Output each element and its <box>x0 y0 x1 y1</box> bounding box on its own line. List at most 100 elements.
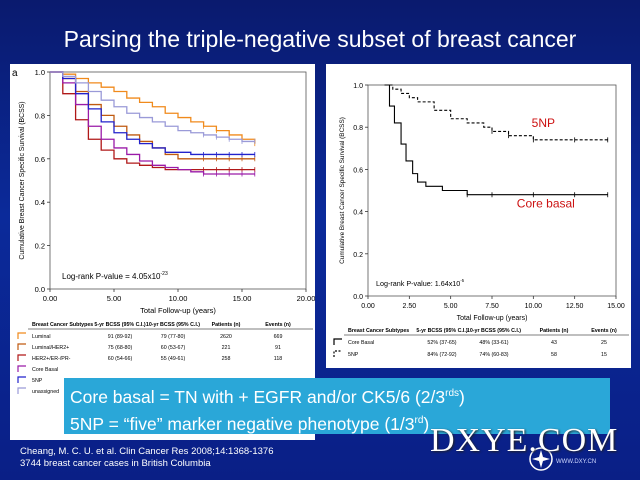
legend-swatch <box>17 343 26 350</box>
y-tick-label: 1.0 <box>35 68 45 77</box>
table-cell: 5NP <box>348 352 359 358</box>
y-tick-label: 0.2 <box>35 242 45 251</box>
table-header: Patients (n) <box>540 328 569 334</box>
legend-swatch <box>17 376 26 383</box>
x-tick-label: 5.00 <box>444 303 458 310</box>
x-tick-label: 20.00 <box>297 294 315 303</box>
panel-letter: a <box>12 68 18 79</box>
table-cell: 43 <box>551 340 557 346</box>
y-tick-label: 0.4 <box>353 210 363 217</box>
y-tick-label: 0.0 <box>353 294 363 301</box>
table-cell: 60 (54-66) <box>108 356 133 362</box>
table-cell: 5NP <box>32 378 43 384</box>
table-cell: 84% (72-92) <box>427 352 456 358</box>
x-axis-label: Total Follow-up (years) <box>140 306 216 315</box>
slide-title: Parsing the triple-negative subset of br… <box>63 26 577 52</box>
x-tick-label: 0.00 <box>361 303 375 310</box>
y-tick-label: 0.8 <box>35 111 45 120</box>
table-cell: 258 <box>222 356 231 362</box>
table-cell: 25 <box>601 340 607 346</box>
x-tick-label: 7.50 <box>485 303 499 310</box>
table-cell: 2620 <box>220 334 232 340</box>
series-line-5np <box>50 71 255 156</box>
table-cell: 91 (89-92) <box>108 334 133 340</box>
legend-swatch <box>17 365 26 372</box>
legend-swatch <box>17 332 26 339</box>
chart-panel-right: 0.00 2.50 5.00 7.50 10.00 12.50 15.00 0.0 0.2 0.4… <box>326 64 631 368</box>
callout-line-1: Core basal = TN with + EGFR and/or CK5/6… <box>70 386 465 407</box>
table-header: Patients (n) <box>212 322 241 328</box>
table-cell: Core Basal <box>32 367 58 373</box>
table-header: 5-yr BCSS (95% C.I.) <box>416 328 467 334</box>
y-tick-label: 0.6 <box>35 155 45 164</box>
x-tick-label: 10.00 <box>169 294 188 303</box>
table-cell: 79 (77-80) <box>161 334 186 340</box>
table-cell: Luminal/HER2+ <box>32 345 69 351</box>
table-header: 10-yr BCSS (95% C.I.) <box>146 322 200 328</box>
table-cell: 60 (53-67) <box>161 345 186 351</box>
table-header: Events (n) <box>265 322 291 328</box>
series-line-her2-er-pr- <box>50 71 255 171</box>
series-line-luminal-her2- <box>50 71 255 160</box>
chart-panel-left: a 0.00 5.00 10.00 15.00 20.00 0.0 0.2 0.4 0.6 0.8 1… <box>10 64 315 440</box>
watermark-text: DXYE.COM <box>430 422 619 459</box>
table-cell: 58 <box>551 352 557 358</box>
y-tick-label: 0.6 <box>353 167 363 174</box>
y-tick-label: 0.4 <box>35 198 45 207</box>
legend-swatch <box>333 338 342 345</box>
table-cell: 669 <box>274 334 283 340</box>
table-cell: 55 (49-61) <box>161 356 186 362</box>
x-tick-label: 0.00 <box>43 294 58 303</box>
table-header: 5-yr BCSS (95% C.I.) <box>94 322 145 328</box>
watermark-url: WWW.DXY.CN <box>556 459 597 465</box>
series-line-5np <box>384 84 608 141</box>
table-header: Breast Cancer Subtypes <box>348 328 409 334</box>
table-cell: Core Basal <box>348 340 374 346</box>
survival-chart-all-subtypes: a 0.00 5.00 10.00 15.00 20.00 0.0 0.2 0.4 0.6 0.8 1… <box>12 68 315 395</box>
y-tick-label: 0.8 <box>353 125 363 132</box>
table-cell: HER2+/ER-/PR- <box>32 356 71 362</box>
legend-swatch <box>333 350 342 357</box>
citation-line-1: Cheang, M. C. U. et al. Clin Cancer Res … <box>20 446 274 457</box>
series-label-core-basal: Core basal <box>517 196 575 210</box>
legend-swatch <box>17 387 26 394</box>
table-cell: 48% (33-61) <box>479 340 508 346</box>
p-value-exponent: -23 <box>161 271 168 277</box>
table-cell: 15 <box>601 352 607 358</box>
plot-frame <box>367 84 617 297</box>
x-tick-label: 10.00 <box>525 303 543 310</box>
watermark-logo-icon <box>529 447 553 471</box>
series-label-5np: 5NP <box>532 116 555 130</box>
table-cell: 221 <box>222 345 231 351</box>
table-header: 10-yr BCSS (95% C.I.) <box>467 328 521 334</box>
log-rank-p-value: Log-rank P-value: 1.64x10-5 <box>376 278 465 288</box>
x-tick-label: 5.00 <box>107 294 122 303</box>
citation-line-2: 3744 breast cancer cases in British Colu… <box>20 458 211 469</box>
table-cell: 74% (60-83) <box>479 352 508 358</box>
table-cell: 75 (68-80) <box>108 345 133 351</box>
table-cell: 118 <box>274 356 282 362</box>
y-axis-label: Cumulative Breast Cancer Specific Surviv… <box>339 117 346 264</box>
x-tick-label: 12.50 <box>566 303 584 310</box>
table-cell: unassigned <box>32 389 59 395</box>
table-cell: 91 <box>275 345 281 351</box>
table-header: Events (n) <box>591 328 617 334</box>
citation: Cheang, M. C. U. et al. Clin Cancer Res … <box>20 446 273 470</box>
table-header: Breast Cancer Subtypes <box>32 322 93 328</box>
y-tick-label: 0.0 <box>35 285 45 294</box>
series-line-luminal <box>50 71 256 144</box>
table-cell: Luminal <box>32 334 51 340</box>
x-tick-label: 2.50 <box>403 303 417 310</box>
survival-chart-core-basal-vs-5np: 0.00 2.50 5.00 7.50 10.00 12.50 15.00 0.0 0.2 0.4… <box>333 83 629 358</box>
log-rank-p-value: Log-rank P-value = 4.05x10-23 <box>62 271 168 281</box>
callout-box: Core basal = TN with + EGFR and/or CK5/6… <box>64 378 610 434</box>
callout-line-2: 5NP = “five” marker negative phenotype (… <box>70 413 430 434</box>
y-axis-label: Cumulative Breast Cancer Specific Surviv… <box>19 101 26 259</box>
y-tick-label: 0.2 <box>353 252 363 259</box>
legend-swatch <box>17 354 26 361</box>
y-tick-label: 1.0 <box>353 83 363 90</box>
p-value-exponent: -5 <box>460 278 464 283</box>
x-tick-label: 15.00 <box>607 303 625 310</box>
table-cell: 52% (37-65) <box>427 340 456 346</box>
x-tick-label: 15.00 <box>233 294 252 303</box>
